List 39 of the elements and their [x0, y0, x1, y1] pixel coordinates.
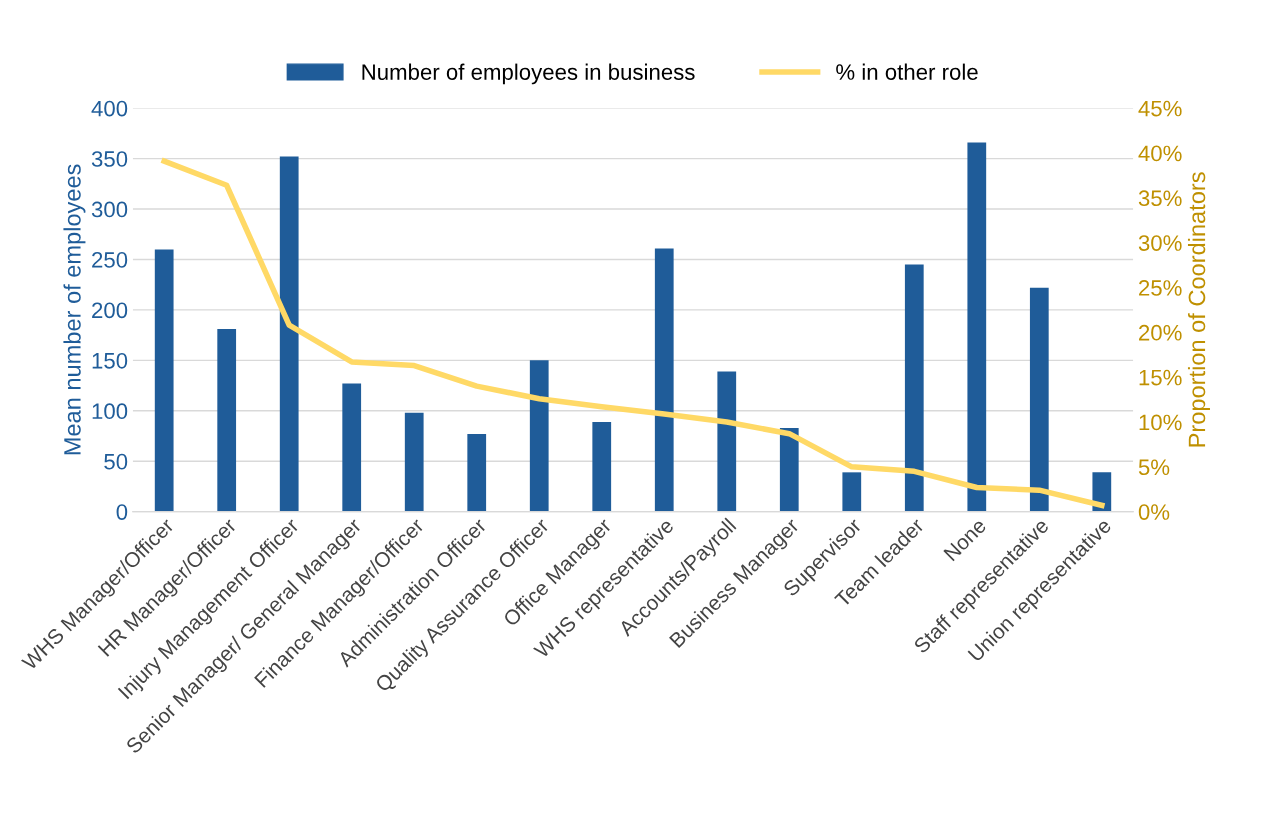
bar — [904, 264, 924, 512]
y-tick-label: 200 — [92, 302, 128, 319]
bar — [592, 421, 612, 512]
y2-tick-label: 0% — [1138, 504, 1170, 520]
bar — [342, 383, 362, 512]
y2-axis-title: Proportion of Coordinators — [1187, 172, 1210, 447]
legend-label: Number of employees in business — [362, 63, 695, 85]
y2-tick-label: 45% — [1138, 100, 1182, 117]
bar — [654, 248, 674, 512]
y-axis-title: Mean number of employees — [63, 164, 86, 455]
y-tick-label: 350 — [91, 151, 128, 167]
bar — [967, 142, 987, 512]
y-tick-label: 250 — [92, 252, 128, 268]
bar — [1029, 287, 1049, 512]
bar — [717, 371, 737, 512]
bar — [1092, 472, 1112, 512]
bar — [779, 427, 799, 512]
legend-label: % in other role — [836, 63, 978, 80]
y-tick-label: 400 — [91, 100, 128, 117]
bar — [404, 412, 424, 512]
y-tick-label: 100 — [92, 403, 128, 420]
bar — [279, 156, 299, 512]
y2-tick-label: 40% — [1138, 145, 1182, 162]
y2-tick-label: 35% — [1138, 190, 1182, 207]
bar — [842, 472, 862, 512]
y-tick-label: 150 — [92, 352, 128, 369]
y2-tick-label: 10% — [1139, 414, 1182, 431]
y2-tick-label: 30% — [1138, 235, 1182, 251]
y-tick-label: 0 — [116, 504, 128, 520]
y2-tick-label: 25% — [1139, 280, 1182, 296]
y-tick-label: 50 — [104, 453, 128, 470]
bar — [467, 434, 487, 512]
y2-tick-label: 20% — [1139, 324, 1182, 341]
y2-tick-label: 15% — [1139, 369, 1182, 386]
bar — [529, 360, 549, 512]
y-tick-label: 300 — [91, 201, 128, 218]
bar — [154, 249, 174, 512]
bar — [217, 329, 237, 512]
y2-tick-label: 5% — [1138, 459, 1170, 476]
